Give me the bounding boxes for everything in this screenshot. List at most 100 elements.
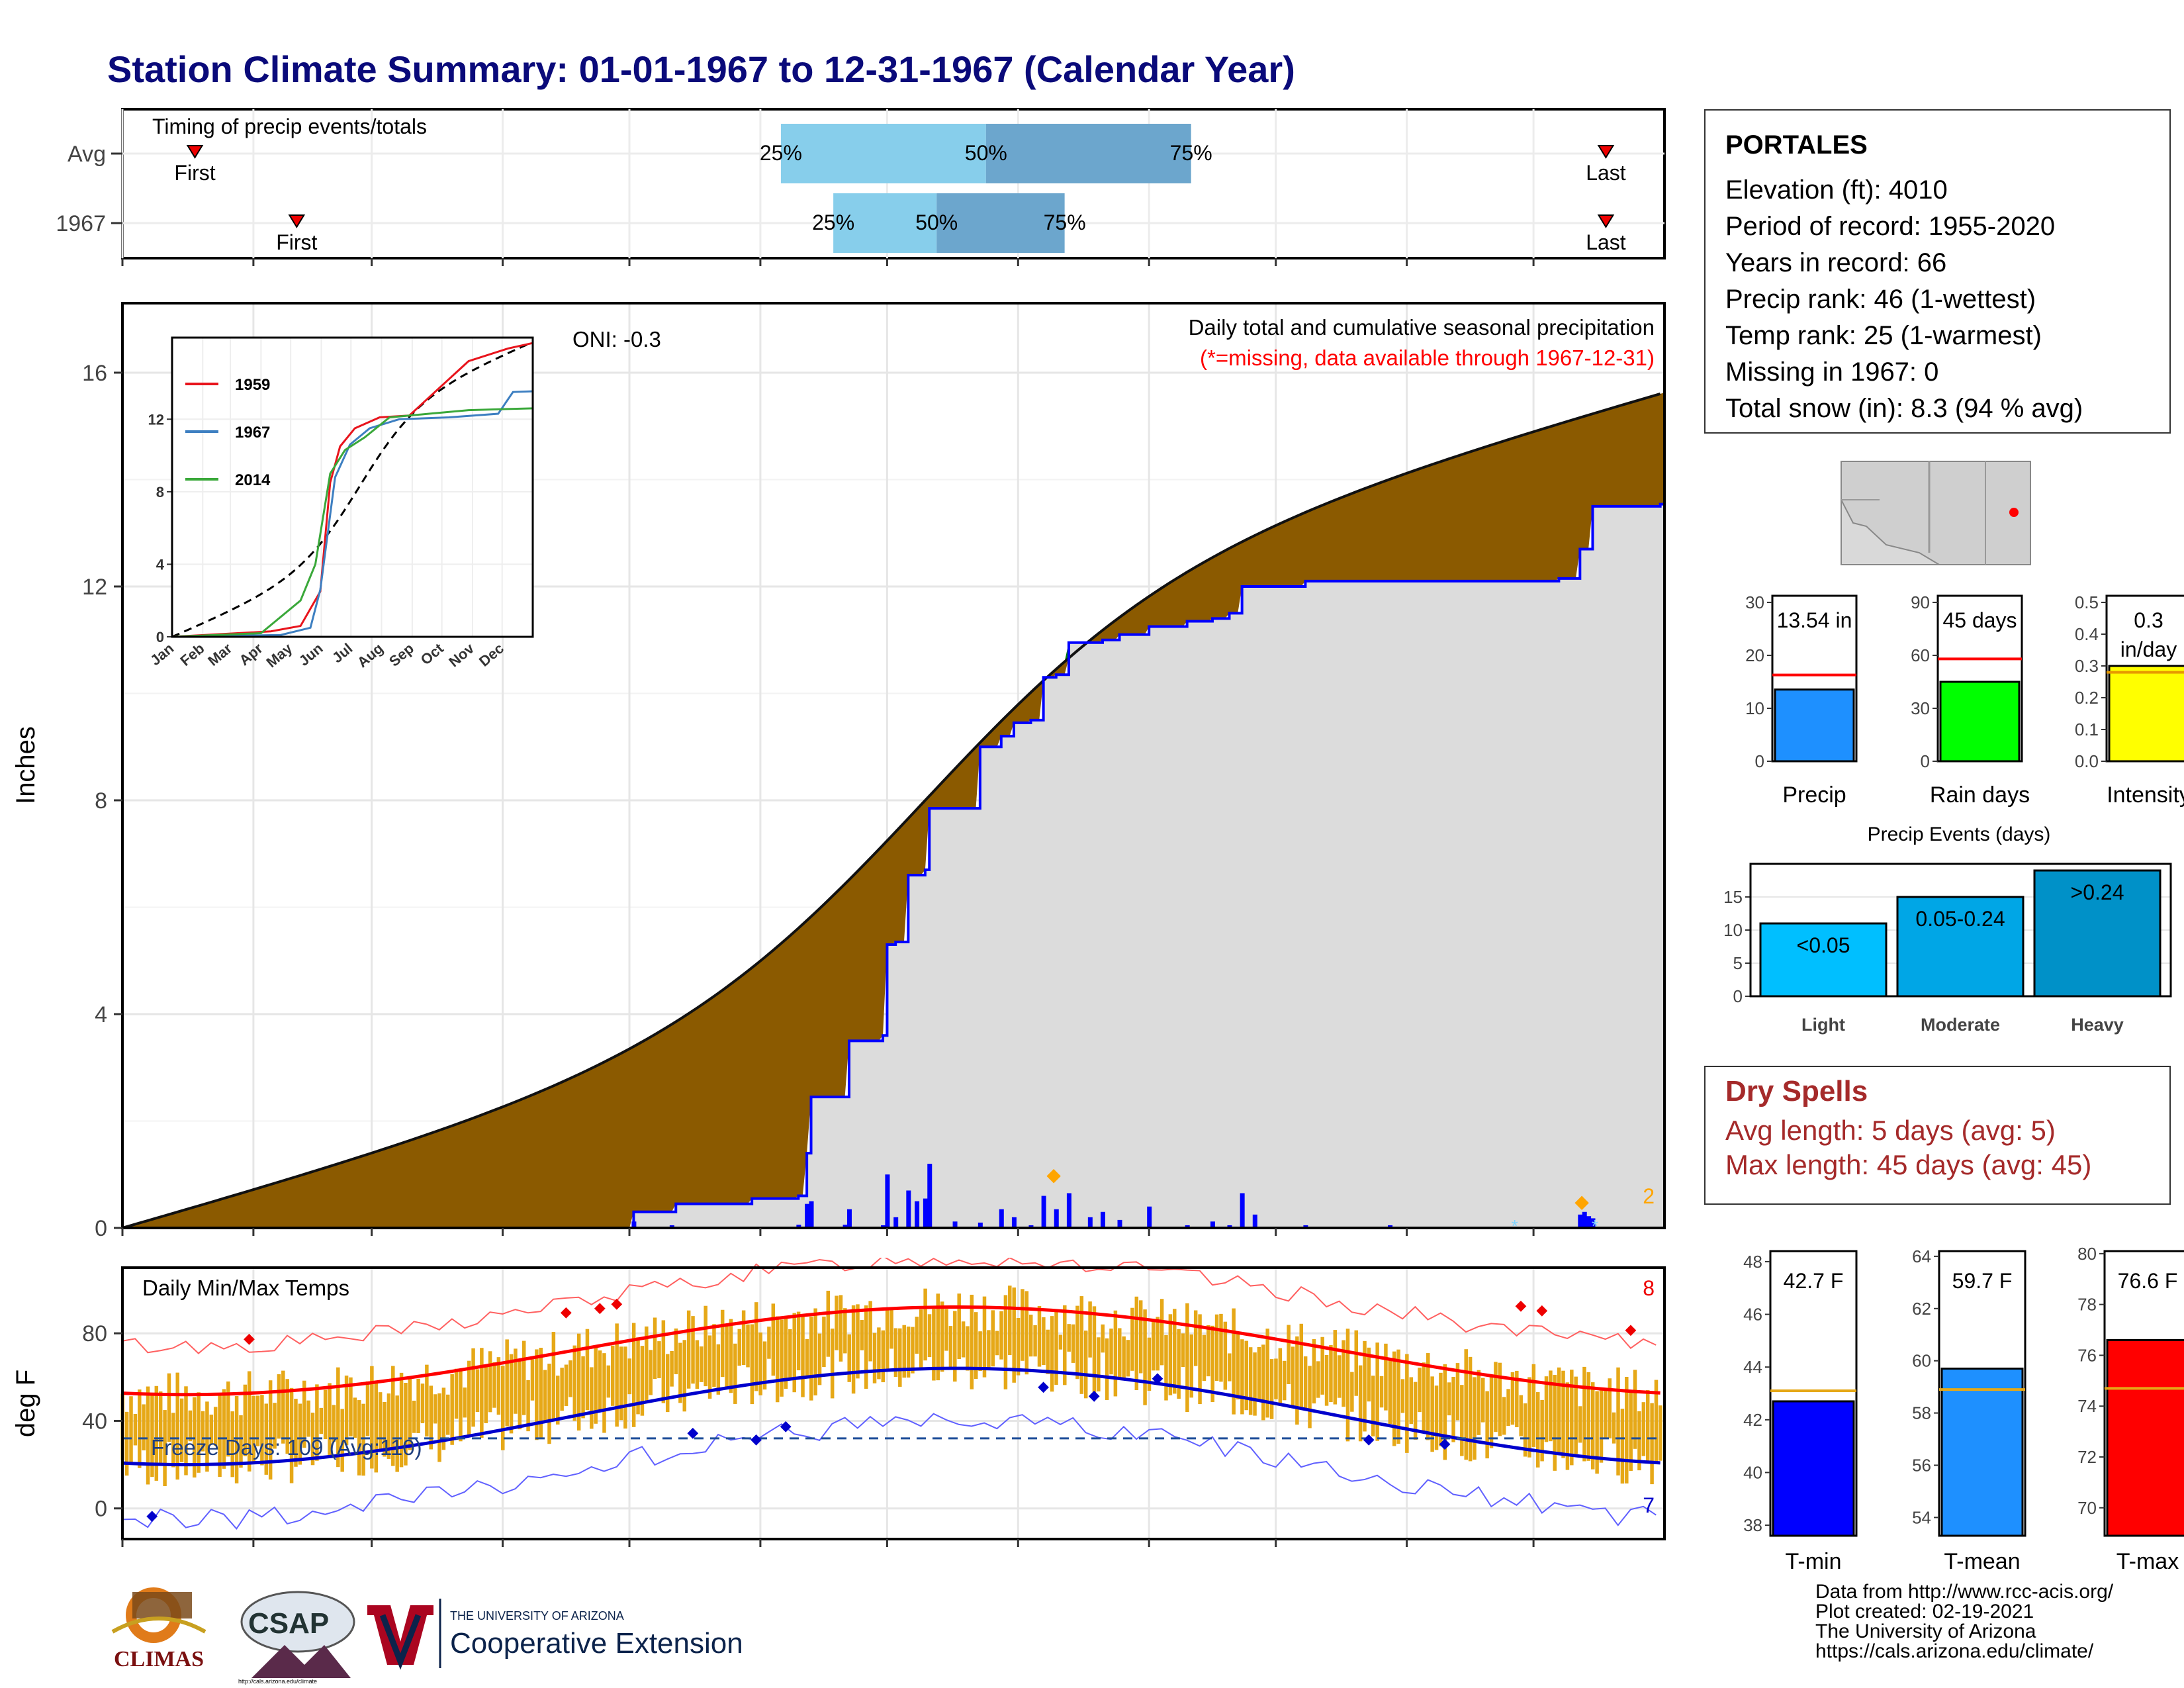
daily-temp-bar xyxy=(239,1415,243,1468)
timing-bar-q1 xyxy=(780,124,986,183)
mini-bar-precip xyxy=(1774,688,1855,763)
daily-temp-bar xyxy=(1515,1370,1519,1428)
daily-precip-bar xyxy=(1087,1217,1093,1228)
daily-temp-bar xyxy=(1173,1309,1177,1394)
daily-temp-bar xyxy=(340,1409,344,1472)
temp-bar-label: T-min xyxy=(1786,1549,1842,1574)
daily-temp-bar xyxy=(927,1314,932,1358)
daily-temp-bar xyxy=(729,1319,733,1393)
daily-temp-bar xyxy=(1126,1340,1130,1377)
timing-p50-label: 50% xyxy=(965,141,1007,165)
inset-series-line-2014 xyxy=(171,407,533,638)
temp-bar-tmean xyxy=(1940,1368,2024,1537)
daily-temp-bar xyxy=(585,1329,590,1411)
daily-precip-bar xyxy=(1185,1225,1190,1228)
daily-temp-bar xyxy=(535,1349,539,1440)
credit-created: Plot created: 02-19-2021 xyxy=(1815,1601,2034,1622)
event-bar-light xyxy=(1759,922,1888,998)
daily-temp-bar xyxy=(277,1374,281,1439)
daily-temp-bar xyxy=(420,1383,425,1424)
daily-precip-bar xyxy=(881,1225,886,1228)
event-bar-label: Moderate xyxy=(1921,1015,2000,1035)
daily-temp-bar xyxy=(1054,1309,1058,1385)
daily-temp-bar xyxy=(226,1381,230,1457)
daily-temp-bar xyxy=(365,1381,370,1436)
daily-temp-bar xyxy=(255,1395,260,1446)
daily-temp-bar xyxy=(615,1323,619,1427)
observed-cumulative-line xyxy=(122,502,1664,1229)
daily-temp-bar xyxy=(674,1328,678,1374)
daily-temp-bar xyxy=(1645,1390,1650,1463)
daily-temp-bar xyxy=(467,1360,471,1436)
daily-temp-bar xyxy=(936,1293,940,1381)
daily-temp-bar xyxy=(780,1319,784,1397)
daily-temp-bar xyxy=(704,1305,707,1387)
precip-frame xyxy=(121,302,1666,1229)
daily-temp-bar xyxy=(1046,1329,1050,1374)
first-label: First xyxy=(174,161,215,185)
daily-temp-bar xyxy=(670,1350,674,1387)
daily-temp-bar xyxy=(902,1325,906,1378)
daily-temp-bar xyxy=(1312,1339,1316,1404)
daily-temp-bar xyxy=(1274,1358,1278,1399)
inset-frame xyxy=(171,336,534,638)
temp-bar-ytick-label: 70 xyxy=(2077,1498,2097,1518)
daily-temp-bar xyxy=(378,1392,383,1451)
snow-marker: ◆ xyxy=(1574,1192,1589,1212)
daily-temp-bar xyxy=(201,1411,205,1452)
daily-temp-bar xyxy=(919,1309,923,1368)
daily-temp-bar xyxy=(1130,1307,1134,1371)
page-title: Station Climate Summary: 01-01-1967 to 1… xyxy=(107,48,1295,90)
daily-temp-bar xyxy=(319,1407,324,1434)
daily-temp-bar xyxy=(813,1308,817,1395)
month-label: Jul xyxy=(873,1554,901,1556)
daily-temp-bar xyxy=(1363,1340,1367,1432)
daily-temp-bar xyxy=(488,1351,492,1413)
temp-title: Daily Min/Max Temps xyxy=(142,1276,349,1300)
daily-temp-bar xyxy=(1042,1317,1046,1366)
deficit-area xyxy=(122,393,1664,1228)
daily-temp-bar xyxy=(1654,1380,1659,1463)
daily-temp-bar xyxy=(686,1310,691,1389)
daily-temp-bar xyxy=(459,1368,463,1442)
summary-bars: 0 10 20 30 13.54 in Precip 0 30 60 90 45 days Rain … xyxy=(1745,592,2184,808)
daily-temp-bar xyxy=(281,1370,285,1444)
record-high-line xyxy=(122,1258,1657,1354)
daily-temp-bar xyxy=(332,1405,336,1442)
daily-temp-bar xyxy=(1003,1295,1008,1389)
climas-logo: CLIMAS xyxy=(111,1587,206,1671)
daily-temp-bar xyxy=(1625,1376,1629,1484)
daily-temp-bar xyxy=(1320,1336,1324,1395)
events-ytick-label: 0 xyxy=(1733,986,1743,1006)
daily-temp-bar xyxy=(357,1400,361,1476)
temp-ytick-label: 80 xyxy=(82,1321,107,1346)
mini-bar-raindays xyxy=(1939,680,2021,763)
daily-temp-bar xyxy=(530,1359,535,1401)
daily-temp-bar xyxy=(399,1372,404,1468)
daily-temp-bar xyxy=(1426,1353,1430,1440)
daily-temp-bar xyxy=(496,1357,501,1415)
timing-p25-label: 25% xyxy=(760,141,802,165)
daily-temp-bar xyxy=(1050,1316,1054,1392)
daily-temp-bar xyxy=(1324,1354,1329,1406)
precip-ytick-label: 0 xyxy=(95,1216,107,1241)
record-high-marker: ◆ xyxy=(611,1295,622,1311)
logos: CLIMAS CSAP http://cals.arizona.edu/clim… xyxy=(111,1587,743,1685)
mini-bar-ytick-label: 0.0 xyxy=(2075,751,2099,771)
mini-bar-ytick-label: 90 xyxy=(1911,592,1930,612)
daily-temp-bar xyxy=(1021,1289,1024,1361)
daily-temp-bar xyxy=(273,1403,277,1449)
ua-small-text: THE UNIVERSITY OF ARIZONA xyxy=(450,1609,624,1622)
daily-temp-bar xyxy=(1375,1342,1379,1441)
event-bar-moderate xyxy=(1896,896,2025,998)
daily-temp-bar xyxy=(1494,1362,1498,1432)
daily-temp-bar xyxy=(1075,1305,1079,1380)
daily-temp-bar xyxy=(581,1356,585,1419)
temp-bar-ytick-label: 64 xyxy=(1912,1246,1931,1266)
precip-events-chart: 0 5 10 15 Precip Events (days) <0.05 Light 0.05… xyxy=(1723,823,2172,1035)
daily-temp-bar xyxy=(1193,1310,1198,1366)
daily-temp-bar xyxy=(344,1376,349,1446)
daily-temp-bar xyxy=(471,1348,475,1427)
station-name: PORTALES xyxy=(1725,130,1868,160)
event-bar-value: <0.05 xyxy=(1797,933,1850,957)
